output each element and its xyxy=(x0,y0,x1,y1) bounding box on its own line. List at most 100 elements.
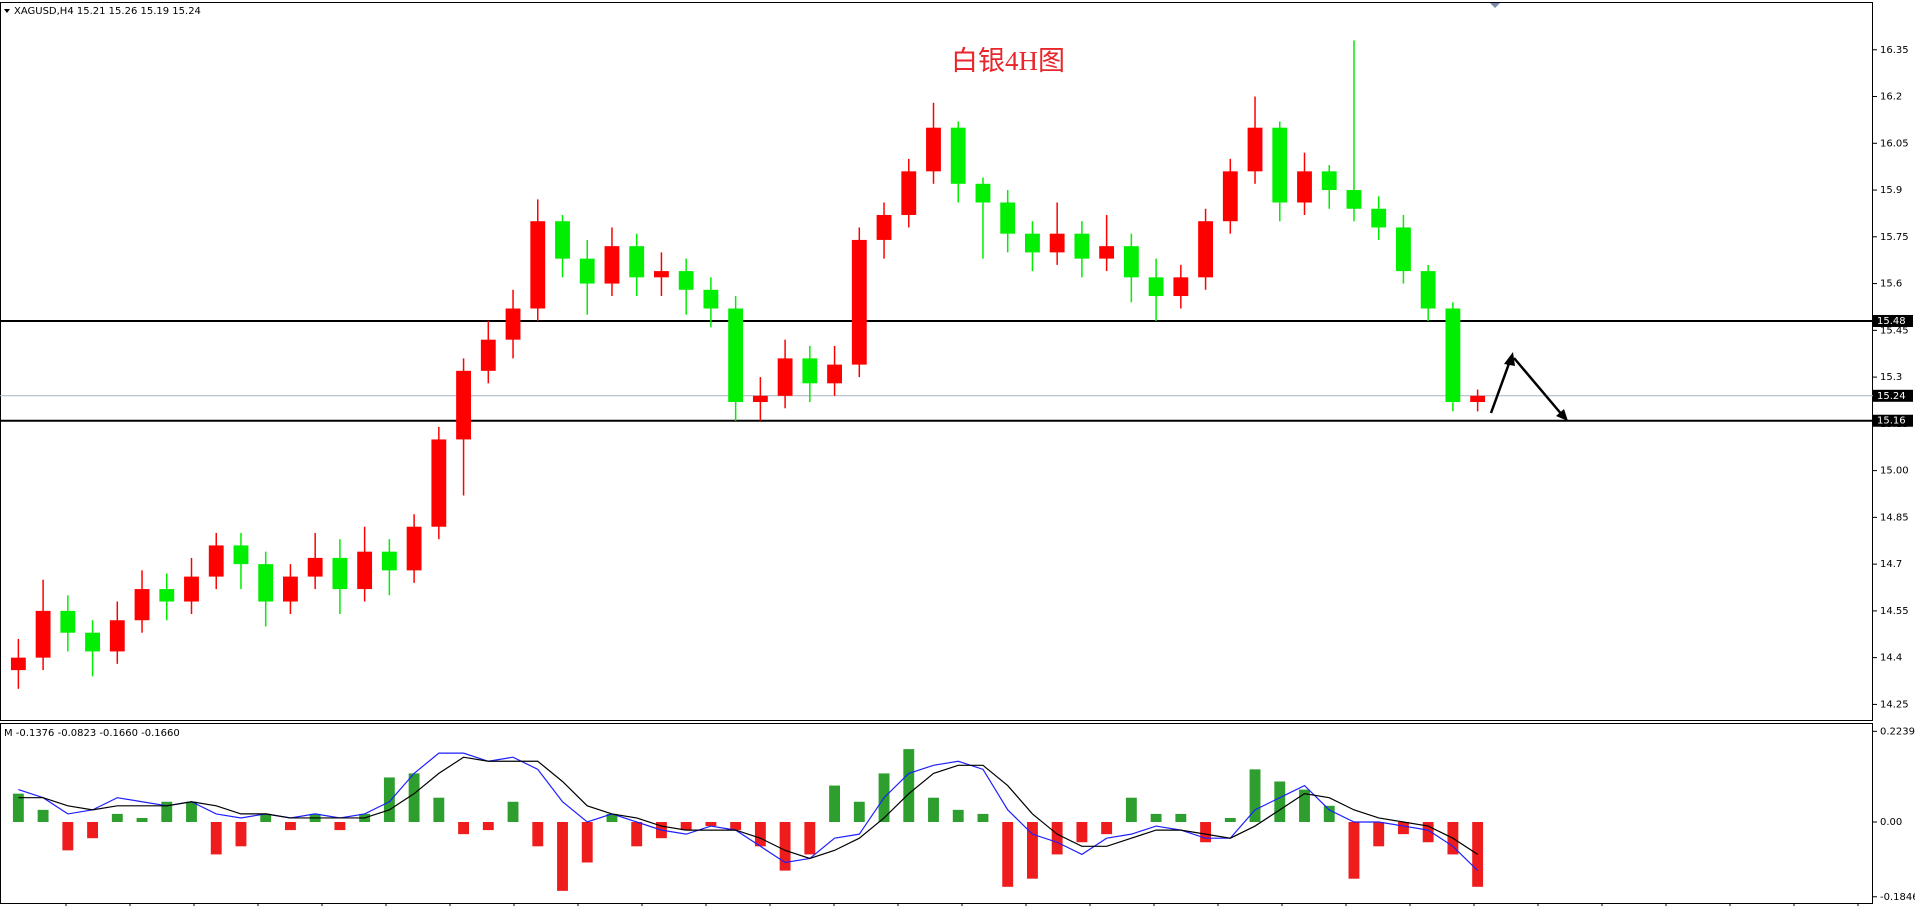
histogram-bar xyxy=(1323,805,1335,823)
candle-body xyxy=(1074,233,1090,259)
histogram-bar xyxy=(1101,822,1113,835)
y-tick-label: 0.2239 xyxy=(1880,726,1915,737)
histogram-bar xyxy=(1249,769,1261,823)
histogram-bar xyxy=(1299,789,1310,823)
candle-body xyxy=(1297,171,1312,203)
candle-body xyxy=(579,258,595,284)
candle-body xyxy=(802,358,818,384)
histogram-bar xyxy=(458,822,470,835)
histogram-bar xyxy=(136,817,148,823)
candle-body xyxy=(1272,127,1288,203)
histogram-bar xyxy=(829,785,841,823)
histogram-bar xyxy=(754,822,766,847)
candle-body xyxy=(480,339,496,371)
y-tick-label: 16.2 xyxy=(1880,92,1902,103)
candle-body xyxy=(1371,208,1387,228)
histogram-bar xyxy=(186,801,197,823)
histogram-bar xyxy=(1397,822,1409,835)
candle-body xyxy=(530,221,546,309)
candle-body xyxy=(233,545,249,565)
histogram-bar xyxy=(235,822,247,847)
candle-body xyxy=(208,545,224,577)
histogram-bar xyxy=(284,822,296,831)
candle-body xyxy=(1420,271,1436,309)
y-tick-label: 16.35 xyxy=(1880,45,1909,56)
arrow-up xyxy=(1489,357,1513,414)
y-tick-label: 14.4 xyxy=(1880,653,1902,664)
candle-body xyxy=(604,246,620,284)
histogram-bar xyxy=(433,797,445,823)
histogram-bar xyxy=(557,822,568,891)
arrow-head xyxy=(1504,352,1515,366)
histogram-bar xyxy=(507,801,519,823)
histogram-bar xyxy=(260,813,272,823)
histogram-bar xyxy=(804,822,816,855)
y-tick-label: 15.75 xyxy=(1880,232,1909,243)
histogram-bar xyxy=(334,822,346,831)
candle-body xyxy=(876,214,892,240)
candle-body xyxy=(1396,227,1411,272)
price-tag-label: 15.48 xyxy=(1877,316,1906,327)
candle-body xyxy=(431,439,447,527)
y-tick-label: 14.25 xyxy=(1880,699,1909,710)
y-tick-label: 16.05 xyxy=(1880,138,1909,149)
histogram-bar xyxy=(1348,822,1360,879)
candle-body xyxy=(1123,246,1139,278)
price-tag-label: 15.24 xyxy=(1877,391,1906,402)
candle-body xyxy=(456,370,471,440)
symbol-header: XAGUSD,H4 15.21 15.26 15.19 15.24 xyxy=(14,6,201,17)
candle-body xyxy=(678,271,694,290)
candle-body xyxy=(60,610,76,633)
histogram-bar xyxy=(952,809,964,823)
candle-body xyxy=(1247,127,1263,172)
histogram-bar xyxy=(383,777,395,823)
candle-body xyxy=(381,551,397,571)
candle-body xyxy=(851,239,867,365)
candle-body xyxy=(629,246,645,278)
candle-body xyxy=(1470,395,1486,403)
main-panel-frame xyxy=(0,2,1873,721)
histogram-bar xyxy=(853,801,865,823)
histogram-bar xyxy=(705,822,717,827)
histogram-bar xyxy=(62,822,74,851)
histogram-bar xyxy=(111,813,123,823)
histogram-bar xyxy=(1200,822,1212,843)
macd-header: M -0.1376 -0.0823 -0.1660 -0.1660 xyxy=(4,728,180,739)
macd-line xyxy=(18,752,1479,872)
price-tag xyxy=(1873,389,1913,402)
arrow-down xyxy=(1513,357,1564,417)
candle-body xyxy=(1099,246,1115,259)
candle-body xyxy=(975,183,991,203)
histogram-bar xyxy=(779,822,791,871)
candle-body xyxy=(134,589,150,621)
candle-body xyxy=(827,364,842,384)
header-arrow xyxy=(4,9,10,13)
candle-body xyxy=(85,632,100,652)
histogram-bar xyxy=(161,801,173,823)
histogram-bar xyxy=(581,822,593,863)
histogram-bar xyxy=(1051,822,1063,855)
forecast-arrows xyxy=(1489,352,1568,421)
histogram-bar xyxy=(12,793,24,823)
histogram-bar xyxy=(210,822,222,855)
candle-body xyxy=(1173,277,1189,297)
histogram-bar xyxy=(928,797,939,823)
candle-body xyxy=(1049,233,1065,253)
y-tick-label: 15.6 xyxy=(1880,279,1902,290)
candle-body xyxy=(1321,171,1337,191)
histogram-bar xyxy=(1422,822,1434,843)
candle-body xyxy=(901,171,917,215)
candle-body xyxy=(406,526,422,571)
candle-body xyxy=(1222,171,1238,222)
histogram-bar xyxy=(532,822,544,847)
candle-body xyxy=(926,127,941,172)
candle-body xyxy=(10,657,26,671)
histogram-bar xyxy=(482,822,494,831)
shift-marker xyxy=(1490,3,1500,8)
histogram-bar xyxy=(1175,813,1187,823)
histogram-bar xyxy=(1150,813,1162,823)
candle-body xyxy=(283,576,298,602)
histogram-bar xyxy=(37,809,49,823)
histogram-bar xyxy=(606,813,618,823)
